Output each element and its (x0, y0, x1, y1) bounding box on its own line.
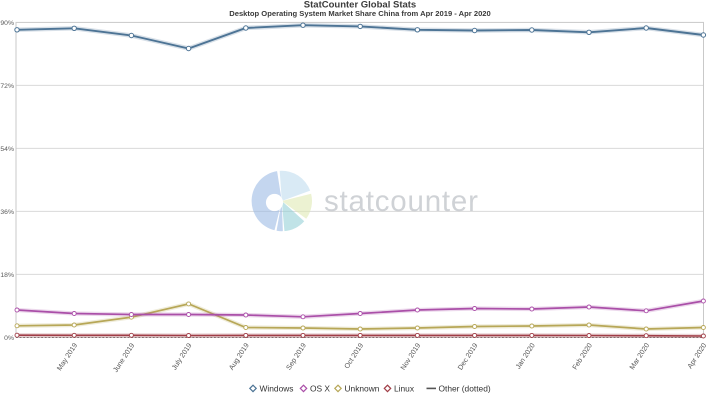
svg-text:Unknown: Unknown (345, 383, 380, 393)
svg-text:90%: 90% (0, 20, 14, 27)
svg-text:Desktop Operating System Marke: Desktop Operating System Market Share Ch… (229, 9, 491, 18)
svg-text:Windows: Windows (260, 383, 294, 393)
svg-text:18%: 18% (0, 272, 14, 279)
svg-text:36%: 36% (0, 209, 14, 216)
svg-text:0%: 0% (4, 335, 14, 342)
svg-text:OS X: OS X (310, 383, 330, 393)
svg-text:Other (dotted): Other (dotted) (439, 383, 491, 393)
svg-text:statcounter: statcounter (324, 185, 479, 218)
svg-text:StatCounter Global Stats: StatCounter Global Stats (304, 0, 416, 11)
svg-text:54%: 54% (0, 146, 14, 153)
svg-text:Linux: Linux (394, 383, 415, 393)
svg-text:72%: 72% (0, 83, 14, 90)
